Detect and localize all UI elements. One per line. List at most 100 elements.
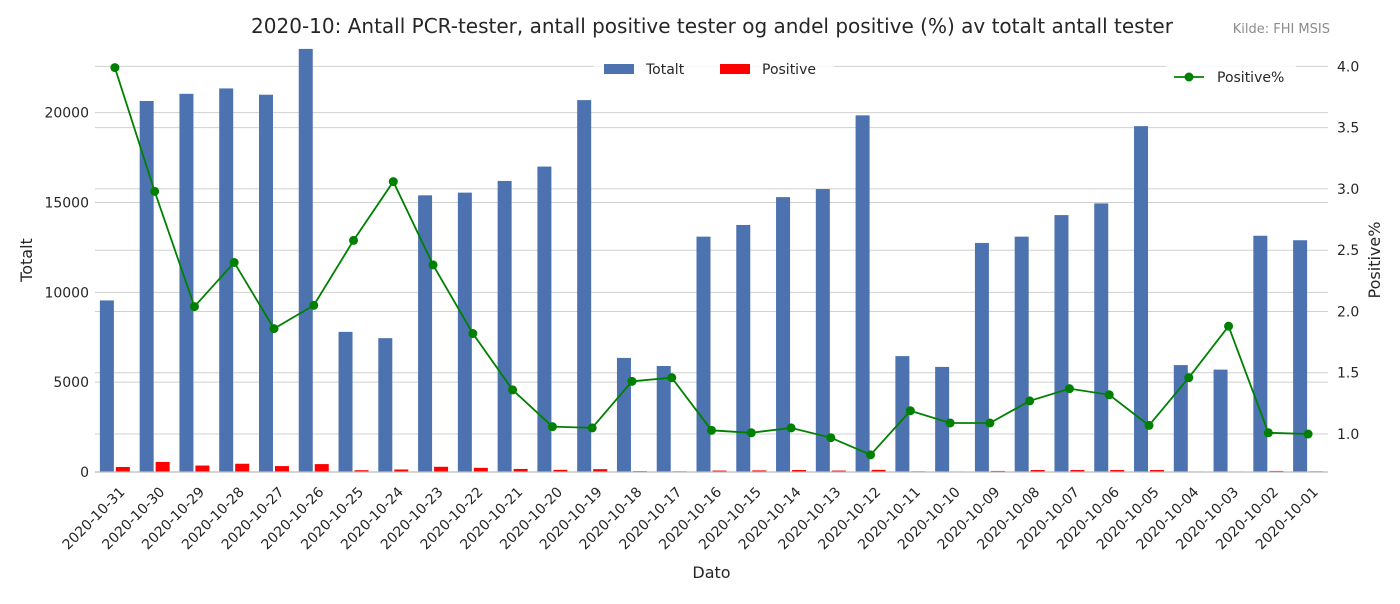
- point-positive-percent: [826, 433, 836, 443]
- bar-positive: [473, 467, 488, 472]
- bar-totalt: [537, 166, 552, 472]
- bar-totalt: [1134, 126, 1149, 473]
- bar-positive: [553, 469, 568, 472]
- legend-swatch-marker: [1184, 72, 1194, 82]
- bar-totalt: [457, 192, 472, 472]
- point-positive-percent: [1303, 429, 1313, 439]
- point-positive-percent: [388, 177, 398, 187]
- bar-positive: [593, 469, 608, 472]
- bar-positive: [115, 466, 130, 472]
- point-positive-percent: [468, 329, 478, 339]
- y-tick-label-right: 4.0: [1337, 59, 1359, 75]
- bar-totalt: [696, 236, 711, 472]
- line-positive-percent: [114, 67, 1309, 456]
- point-positive-percent: [627, 376, 637, 386]
- bar-positive: [354, 470, 369, 472]
- chart-title: 2020-10: Antall PCR-tester, antall posit…: [251, 14, 1173, 38]
- bar-positive: [513, 468, 528, 472]
- bar-totalt: [935, 366, 950, 472]
- bar-totalt: [1054, 215, 1069, 472]
- point-positive-percent: [110, 63, 120, 73]
- y-tick-label-right: 3.0: [1337, 182, 1359, 198]
- point-positive-percent: [1184, 373, 1194, 383]
- point-positive-percent: [1064, 384, 1074, 394]
- bar-positive: [434, 466, 449, 472]
- point-positive-percent: [309, 300, 319, 310]
- source-note: Kilde: FHI MSIS: [1232, 22, 1330, 37]
- bar-totalt: [99, 300, 114, 472]
- point-positive-percent: [985, 418, 995, 428]
- bar-totalt: [974, 242, 989, 472]
- point-positive-percent: [1224, 321, 1234, 331]
- bar-totalt: [418, 195, 433, 473]
- point-positive-percent: [945, 418, 955, 428]
- point-positive-percent: [707, 425, 716, 435]
- point-positive-percent: [667, 373, 677, 383]
- bar-totalt: [1253, 235, 1268, 472]
- legend-label-totalt: Totalt: [645, 62, 685, 78]
- bar-totalt: [1014, 236, 1029, 472]
- bar-totalt: [616, 357, 631, 472]
- bar-totalt: [298, 48, 313, 472]
- bar-totalt: [219, 88, 234, 472]
- bar-positive: [712, 470, 727, 472]
- legend-swatch-positive: [720, 64, 750, 74]
- point-positive-percent: [905, 406, 915, 416]
- bar-totalt: [776, 197, 791, 472]
- point-positive-percent: [587, 423, 597, 433]
- point-positive-percent: [746, 428, 756, 438]
- bar-totalt: [378, 338, 393, 472]
- point-positive-percent: [269, 324, 279, 334]
- point-positive-percent: [229, 257, 239, 267]
- bar-positive: [1030, 470, 1045, 472]
- bar-positive: [1150, 470, 1165, 472]
- point-positive-percent: [547, 422, 557, 432]
- point-positive-percent: [1263, 428, 1273, 438]
- bar-positive: [195, 465, 210, 472]
- point-positive-percent: [866, 450, 876, 460]
- bar-positive: [1070, 470, 1085, 472]
- point-positive-percent: [150, 186, 160, 196]
- point-positive-percent: [1144, 420, 1154, 430]
- bar-totalt: [338, 331, 353, 472]
- bar-positive: [871, 469, 886, 472]
- y-tick-label-right: 1.0: [1337, 427, 1359, 443]
- bar-totalt: [736, 224, 751, 472]
- bar-totalt: [815, 189, 830, 472]
- bar-totalt: [577, 100, 592, 473]
- bar-totalt: [258, 94, 273, 473]
- legend-label-positive-percent: Positive%: [1217, 70, 1284, 86]
- y-tick-label-right: 3.5: [1337, 121, 1359, 137]
- bar-positive: [792, 470, 807, 472]
- y-axis-label-left: Totalt: [17, 238, 36, 283]
- bar-positive: [752, 470, 767, 472]
- y-axis-label-right: Positive%: [1365, 222, 1384, 299]
- point-positive-percent: [1025, 396, 1035, 406]
- y-tick-label-left: 5000: [53, 375, 89, 391]
- bar-positive: [235, 463, 250, 472]
- bar-positive: [831, 470, 846, 472]
- point-positive-percent: [786, 423, 796, 433]
- bar-totalt: [497, 180, 512, 472]
- x-axis-label: Dato: [692, 563, 730, 582]
- y-tick-label-left: 0: [80, 465, 89, 481]
- point-positive-percent: [508, 385, 518, 395]
- y-tick-label-left: 10000: [44, 285, 89, 301]
- bar-totalt: [855, 115, 870, 473]
- y-tick-label-right: 2.5: [1337, 243, 1359, 259]
- point-positive-percent: [189, 302, 199, 312]
- bar-positive: [1110, 470, 1125, 472]
- point-positive-percent: [428, 260, 438, 270]
- bar-positive: [394, 469, 409, 472]
- point-positive-percent: [349, 235, 359, 245]
- bar-totalt: [1293, 240, 1308, 472]
- bar-positive: [274, 466, 289, 472]
- bar-totalt: [1094, 203, 1109, 472]
- bar-totalt: [1213, 369, 1228, 472]
- bar-totalt: [895, 356, 910, 472]
- bar-totalt: [139, 101, 154, 472]
- y-tick-label-left: 20000: [44, 106, 89, 122]
- legend-swatch-totalt: [604, 64, 634, 74]
